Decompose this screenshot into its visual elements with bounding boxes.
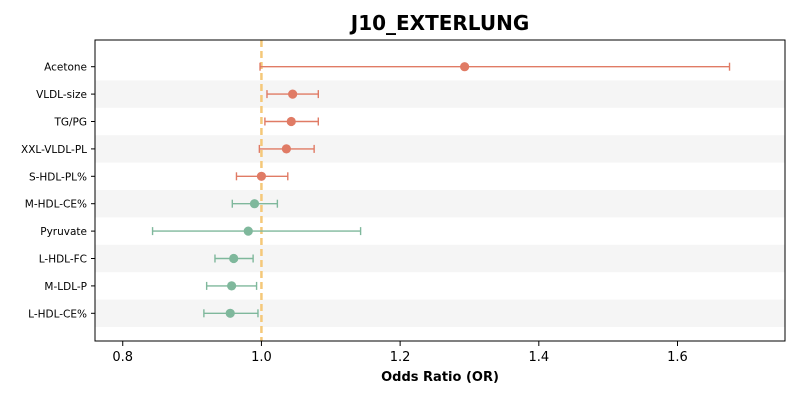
x-tick-label: 1.2: [390, 350, 411, 365]
row-band: [95, 135, 785, 163]
row-band: [95, 80, 785, 108]
or-point: [281, 144, 291, 154]
plot-frame: [94, 39, 786, 342]
row-band: [95, 244, 785, 273]
row-band: [95, 299, 785, 327]
y-axis: Acetone VLDL-size TG/PG XXL-VLDL-PL S-HDL-PL…: [21, 62, 95, 320]
x-axis: 0.8 1.0 1.2 1.4 1.6: [112, 341, 688, 365]
x-tick-label: 1.4: [528, 350, 549, 365]
y-tick-label: M-HDL-CE%: [25, 199, 87, 211]
or-point: [249, 199, 260, 209]
x-tick-label: 1.0: [251, 350, 272, 365]
y-tick-label: S-HDL-PL%: [29, 171, 87, 183]
or-point: [256, 171, 267, 181]
or-point: [286, 116, 296, 127]
row-bands: [95, 80, 785, 327]
y-tick-label: TG/PG: [53, 117, 87, 129]
y-tick-label: XXL-VLDL-PL: [21, 144, 87, 156]
or-point: [227, 281, 237, 291]
y-tick-label: L-HDL-CE%: [28, 308, 87, 320]
data-marks: [151, 62, 731, 318]
y-tick-label: M-LDL-P: [44, 281, 87, 293]
or-point: [460, 62, 470, 72]
x-axis-label: Odds Ratio (OR): [381, 370, 499, 385]
y-tick-label: Acetone: [44, 62, 87, 74]
y-tick-label: Pyruvate: [40, 226, 87, 238]
or-point: [243, 226, 253, 236]
x-tick-label: 1.6: [667, 350, 688, 365]
row-band: [95, 190, 785, 218]
or-point: [288, 89, 298, 99]
chart-title: J10_EXTERLUNG: [349, 11, 530, 35]
y-tick-label: L-HDL-FC: [39, 254, 87, 266]
x-tick-label: 0.8: [112, 350, 133, 365]
or-point: [225, 308, 235, 318]
y-tick-label: VLDL-size: [36, 89, 87, 101]
or-point: [229, 253, 239, 264]
